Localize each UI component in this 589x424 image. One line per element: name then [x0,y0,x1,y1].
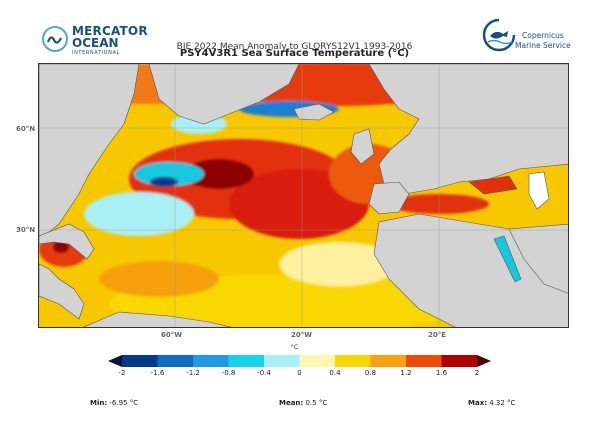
lon-label-60w: 60°W [161,331,182,339]
stat-max: Max: 4.32 °C [468,399,515,407]
copernicus-marine-logo: Copernicus Marine Service [482,18,574,54]
overlay-subtitle: BIE 2022 Mean Anomaly to GLORYS12V1 1993… [176,42,413,52]
land-arabia [508,223,568,294]
logo-text-mercator: MERCATOR [72,24,148,38]
colorbar-tick-label: 1.6 [435,369,448,377]
stat-mean-value: 0.5 °C [305,399,328,407]
colorbar-segment [406,355,442,367]
stat-mean: Mean: 0.5 °C [279,399,327,407]
logo-text-international: INTERNATIONAL [72,50,120,56]
colorbar-tick-label: 0.8 [364,369,377,377]
mercator-ocean-logo: MERCATOR OCEAN INTERNATIONAL [42,22,152,56]
water-red-sea [493,235,522,283]
map-canvas [39,64,568,327]
mercator-wave-logo-icon [42,26,68,52]
colorbar-segment [122,355,158,367]
logo-text-marine-service: Marine Service [515,41,571,50]
ocean-patch-tropics-pale [279,242,399,286]
map-title: PSY4V3R1 Sea Surface Temperature (°C) [179,48,410,59]
logo-text-ocean: OCEAN [72,36,119,50]
colorbar-tick-label: 0 [297,369,302,377]
colorbar-segment [335,355,371,367]
lon-label-20e: 20°E [428,331,447,339]
stat-max-label: Max: [468,399,488,407]
colorbar-under-triangle [108,355,122,367]
land-british-isles [350,128,375,165]
colorbar-tick-label: 2 [474,369,480,377]
lat-label-60n: 60°N [16,125,36,133]
colorbar-tick-label: 0.4 [329,369,341,377]
land-south-america [82,311,232,327]
colorbar-segment [441,355,478,367]
colorbar-segment [370,355,407,367]
land-central-america [39,263,85,320]
colorbar-segment [193,355,229,367]
water-caspian [528,171,550,210]
colorbar-over-triangle [477,355,491,367]
colorbar-tick-label: -0.4 [257,369,271,377]
colorbar-tick-label: -2 [118,369,126,377]
colorbar-unit: °C [290,343,299,351]
colorbar-segment [299,355,336,367]
land-greenland [148,64,300,125]
graticule [39,64,568,327]
land-iceland [293,103,335,121]
lat-label-30n: 30°N [16,226,36,234]
ocean-patch-gulf-mexico-core [53,241,69,253]
stat-min-value: -6.95 °C [109,399,139,407]
stat-min-label: Min: [90,399,108,407]
land-group [39,64,568,327]
lon-label-20w: 20°W [291,331,312,339]
ocean-patch-sargasso-cool [84,192,194,236]
colorbar-tick-label: -0.8 [221,369,236,377]
colorbar-tick-label: -1.2 [186,369,200,377]
colorbar-segment [264,355,300,367]
colorbar-segment [228,355,265,367]
colorbar-tick-label: -1.6 [150,369,165,377]
land-us-southeast [39,223,95,260]
sst-anomaly-map [38,63,569,328]
colorbar [108,355,491,367]
ocean-patch-dark-core [184,159,254,189]
land-iberia [368,181,410,215]
stat-min: Min: -6.95 °C [90,399,138,407]
stat-max-value: 4.32 °C [489,399,516,407]
ocean-patch-shelf-cool [150,177,178,187]
stat-mean-label: Mean: [279,399,304,407]
ocean-patch-caribbean [99,261,219,297]
copernicus-fish-logo-icon [482,18,516,52]
water-black-sea [468,175,518,195]
colorbar-tick-label: 1.2 [400,369,412,377]
logo-text-copernicus: Copernicus [522,31,564,40]
colorbar-segment [157,355,194,367]
